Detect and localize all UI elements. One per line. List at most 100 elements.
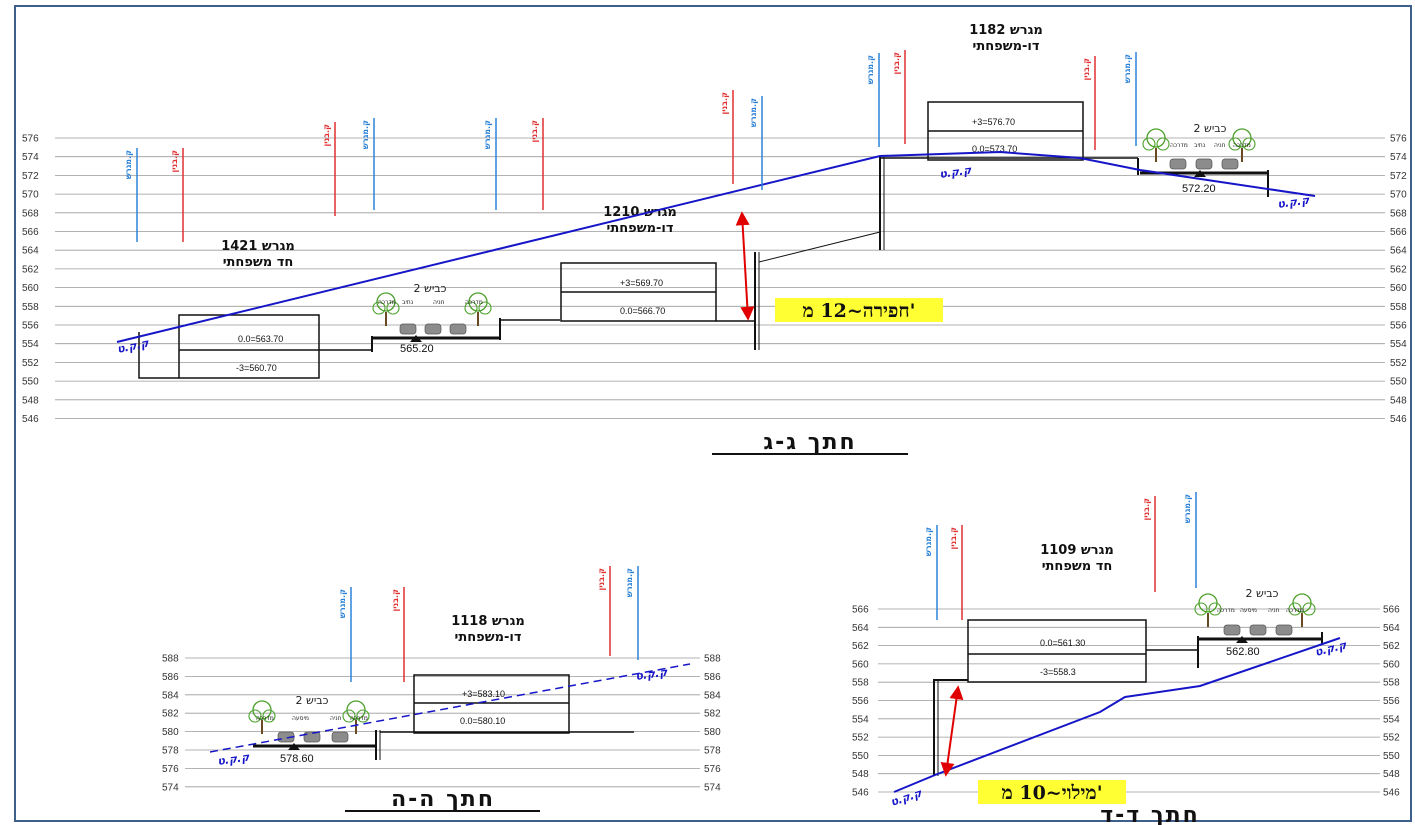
- plot-1210-name: מגרש 1210: [603, 205, 677, 220]
- lane-label: נתיב: [1194, 142, 1205, 149]
- plot-1421: מגרש 1421 חד משפחתי 0.0=563.70 -3=560.70: [138, 239, 372, 379]
- ground-line-dd: [893, 637, 1341, 793]
- plot-1210: מגרש 1210 דו-משפחתי +3=569.70 0.0=566.70: [560, 205, 881, 350]
- elevation-tick-label: 560: [1390, 283, 1407, 294]
- elevation-tick-label: 562: [22, 264, 39, 275]
- plot-1118: מגרש 1118 דו-משפחתי +3=583.10 0.0=580.10: [386, 614, 634, 734]
- elevation-tick-label: 574: [162, 782, 179, 793]
- elevation-tick-label: 580: [704, 727, 721, 738]
- plot-1109-name: מגרש 1109: [1040, 543, 1114, 558]
- elevation-tick-label: 588: [162, 654, 179, 665]
- ground-line-gg: [116, 150, 1316, 343]
- elevation-tick-label: 564: [22, 246, 39, 257]
- plot-1182-type: דו-משפחתי: [973, 39, 1040, 54]
- elevation-tick-label: 584: [162, 690, 179, 701]
- elevation-tick-label: 570: [1390, 190, 1407, 201]
- section-gg-title: חתך ג-ג: [763, 430, 856, 455]
- lane-label: חניה: [433, 299, 445, 306]
- elevation-tick-label: 576: [1390, 134, 1407, 145]
- elevation-tick-label: 550: [22, 377, 39, 388]
- ground-label: ק.ק.ט: [1314, 638, 1349, 659]
- road-left-gg: כביש 2 מדרכה נתיב חניה מדרכה 565.20: [371, 282, 560, 355]
- elevation-tick-label: 564: [1390, 246, 1407, 257]
- ground-label: ק.ק.ט: [116, 336, 151, 356]
- plan-line-label: ק.מגרש: [124, 150, 133, 179]
- plot-1421-lower-level: -3=560.70: [236, 363, 277, 373]
- elevation-tick-label: 554: [22, 339, 39, 350]
- plot-1109-upper-level: 0.0=561.30: [1040, 638, 1085, 648]
- plan-line-label: ק.מגרש: [1123, 54, 1132, 83]
- elevation-tick-label: 574: [22, 152, 39, 163]
- plan-line-label: ק.מגרש: [924, 527, 933, 556]
- elevation-tick-label: 588: [704, 654, 721, 665]
- ground-line-hh: [209, 663, 691, 753]
- elevation-tick-label: 566: [22, 227, 39, 238]
- fill-arrow: [940, 685, 964, 777]
- elevation-tick-label: 548: [1383, 769, 1400, 780]
- elevation-tick-label: 556: [1390, 321, 1407, 332]
- elevation-tick-label: 562: [1383, 641, 1400, 652]
- fill-callout-bg: [978, 780, 1126, 804]
- plan-line-label: ק.מגרש: [866, 55, 875, 84]
- lane-label: מדרכה: [1170, 142, 1188, 149]
- plot-1109-lower-level: -3=558.3: [1040, 667, 1076, 677]
- drawing-frame: [14, 5, 1412, 822]
- plot-1109-type: חד משפחתי: [1042, 559, 1113, 574]
- ground-label: ק.ק.ט: [217, 751, 251, 768]
- elevation-tick-label: 556: [22, 321, 39, 332]
- build-line-label: ק.בנין: [530, 120, 539, 143]
- elevation-tick-label: 566: [1383, 605, 1400, 616]
- lane-label: מדרכה: [256, 715, 274, 722]
- plot-1421-name: מגרש 1421: [221, 239, 295, 254]
- elevation-tick-label: 552: [1390, 358, 1407, 369]
- road-hh-label: כביש 2: [296, 694, 329, 707]
- ground-label: ק.ק.ט: [889, 786, 924, 809]
- build-line-label: ק.בנין: [391, 589, 400, 612]
- excavation-callout-bg: [775, 298, 943, 322]
- plot-1182-upper-level: +3=576.70: [972, 117, 1015, 127]
- lane-label: מדרכה: [1217, 607, 1235, 614]
- elevation-tick-label: 586: [162, 672, 179, 683]
- elevation-tick-label: 550: [1390, 377, 1407, 388]
- plot-1182-lower-level: 0.0=573.70: [972, 144, 1017, 154]
- elevation-tick-label: 554: [852, 714, 869, 725]
- lane-label: מיסעה: [1240, 607, 1257, 614]
- elevation-tick-label: 560: [22, 283, 39, 294]
- road-dd: כביש 2 מדרכה מיסעה חניה מדרכה 562.80: [1194, 587, 1323, 658]
- elevation-tick-label: 562: [1390, 264, 1407, 275]
- road-left-elevation: 565.20: [400, 343, 434, 355]
- elevation-tick-label: 546: [1390, 414, 1407, 425]
- elevation-tick-label: 546: [1383, 788, 1400, 799]
- lane-label: מדרכה: [350, 715, 368, 722]
- ground-label: ק.ק.ט: [1277, 194, 1311, 211]
- elevation-tick-label: 558: [1383, 678, 1400, 689]
- excavation-arrow: [735, 211, 755, 321]
- plot-1118-lower-level: 0.0=580.10: [460, 716, 505, 726]
- road-left-label: כביש 2: [414, 282, 447, 295]
- elevation-tick-label: 556: [852, 696, 869, 707]
- lane-label: נתיב: [402, 299, 413, 306]
- elevation-tick-label: 548: [22, 395, 39, 406]
- elevation-tick-label: 562: [852, 641, 869, 652]
- elevation-tick-label: 558: [1390, 302, 1407, 313]
- elevation-tick-label: 572: [1390, 171, 1407, 182]
- elevation-tick-label: 552: [1383, 733, 1400, 744]
- plan-line-label: ק.מגרש: [483, 120, 492, 149]
- elevation-tick-label: 550: [1383, 751, 1400, 762]
- lane-label: חניה: [1268, 607, 1280, 614]
- build-line-label: ק.בנין: [322, 124, 331, 147]
- elevation-tick-label: 574: [1390, 152, 1407, 163]
- plot-1210-lower-level: 0.0=566.70: [620, 306, 665, 316]
- lane-label: מיסעה: [292, 715, 309, 722]
- plot-1182: מגרש 1182 דו-משפחתי +3=576.70 0.0=573.70: [879, 23, 1139, 250]
- build-line-label: ק.בנין: [720, 92, 729, 115]
- elevation-tick-label: 546: [22, 414, 39, 425]
- elevation-tick-label: 552: [22, 358, 39, 369]
- elevation-tick-label: 564: [1383, 623, 1400, 634]
- build-line-label: ק.בנין: [892, 52, 901, 75]
- section-dd-title: חתך ד-ד: [1100, 803, 1200, 825]
- lane-label: מדרכה: [378, 299, 396, 306]
- build-line-label: ק.בנין: [949, 527, 958, 550]
- elevation-tick-label: 568: [22, 208, 39, 219]
- excavation-callout: חפירה~12 מ': [803, 300, 916, 322]
